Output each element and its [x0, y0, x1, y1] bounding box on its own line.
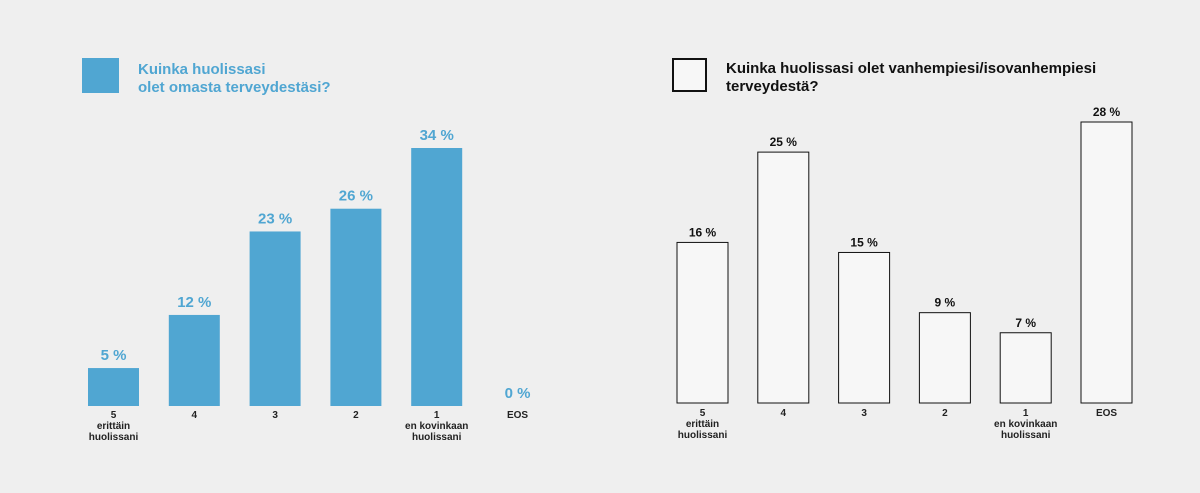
data-label-1: 12 % — [177, 294, 211, 311]
data-label-3: 26 % — [339, 188, 373, 205]
bar-plot-parents-health: 16 % 5 erittäin huolissani 25 % 4 15 % 3 9 % 2 7 %… — [676, 105, 1133, 441]
data-label-0: 5 % — [101, 347, 127, 364]
data-label-3: 9 % — [935, 296, 956, 310]
data-label-5: 0 % — [505, 385, 531, 402]
data-label-2: 23 % — [258, 210, 292, 227]
chart-parents-health: Kuinka huolissasi olet vanhempiesi/isova… — [600, 0, 1200, 493]
bar-plot-own-health: 5 % 5 erittäin huolissani 12 % 4 23 % 3 26 % 2 34 … — [88, 127, 531, 443]
bar-1 — [168, 314, 220, 406]
tick-label-2: 3 — [861, 408, 867, 419]
bar-0 — [88, 368, 139, 406]
tick-label-5: EOS — [1096, 408, 1117, 419]
tick-label-0: 5 erittäin huolissani — [89, 410, 139, 443]
data-label-1: 25 % — [770, 135, 798, 149]
tick-label-3: 2 — [353, 410, 359, 421]
chart-own-health: Kuinka huolissasi olet omasta terveydest… — [82, 58, 531, 443]
tick-label-3: 2 — [942, 408, 948, 419]
bar-4 — [999, 332, 1052, 404]
data-label-5: 28 % — [1093, 105, 1121, 119]
data-label-2: 15 % — [850, 235, 878, 249]
chart-title-line-2: olet omasta terveydestäsi? — [138, 79, 331, 96]
tick-label-4: 1 en kovinkaan huolissani — [994, 408, 1057, 441]
bar-3 — [918, 312, 971, 404]
chart-title-line-1: Kuinka huolissasi olet vanhempiesi/isova… — [726, 60, 1097, 77]
chart-title-own-health: Kuinka huolissasi olet omasta terveydest… — [138, 61, 331, 97]
bar-3 — [330, 208, 382, 406]
tick-label-0: 5 erittäin huolissani — [678, 408, 728, 441]
bar-4 — [411, 148, 463, 406]
tick-label-4: 1 en kovinkaan huolissani — [405, 410, 468, 443]
bar-2 — [249, 231, 301, 406]
tick-label-1: 4 — [192, 410, 198, 421]
data-label-0: 16 % — [689, 225, 717, 239]
tick-label-2: 3 — [272, 410, 278, 421]
bar-1 — [757, 151, 810, 404]
tick-label-1: 4 — [781, 408, 787, 419]
bar-0 — [676, 241, 729, 404]
legend-swatch-parents-health — [672, 58, 707, 92]
data-label-4: 7 % — [1015, 316, 1036, 330]
data-label-4: 34 % — [420, 127, 454, 144]
legend-swatch-own-health — [82, 58, 119, 93]
tick-label-5: EOS — [507, 410, 528, 421]
bar-2 — [838, 251, 891, 404]
chart-title-line-2: terveydestä? — [726, 78, 819, 95]
chart-title-line-1: Kuinka huolissasi — [138, 61, 266, 78]
bar-5 — [1080, 121, 1133, 404]
chart-title-parents-health: Kuinka huolissasi olet vanhempiesi/isova… — [726, 60, 1096, 96]
